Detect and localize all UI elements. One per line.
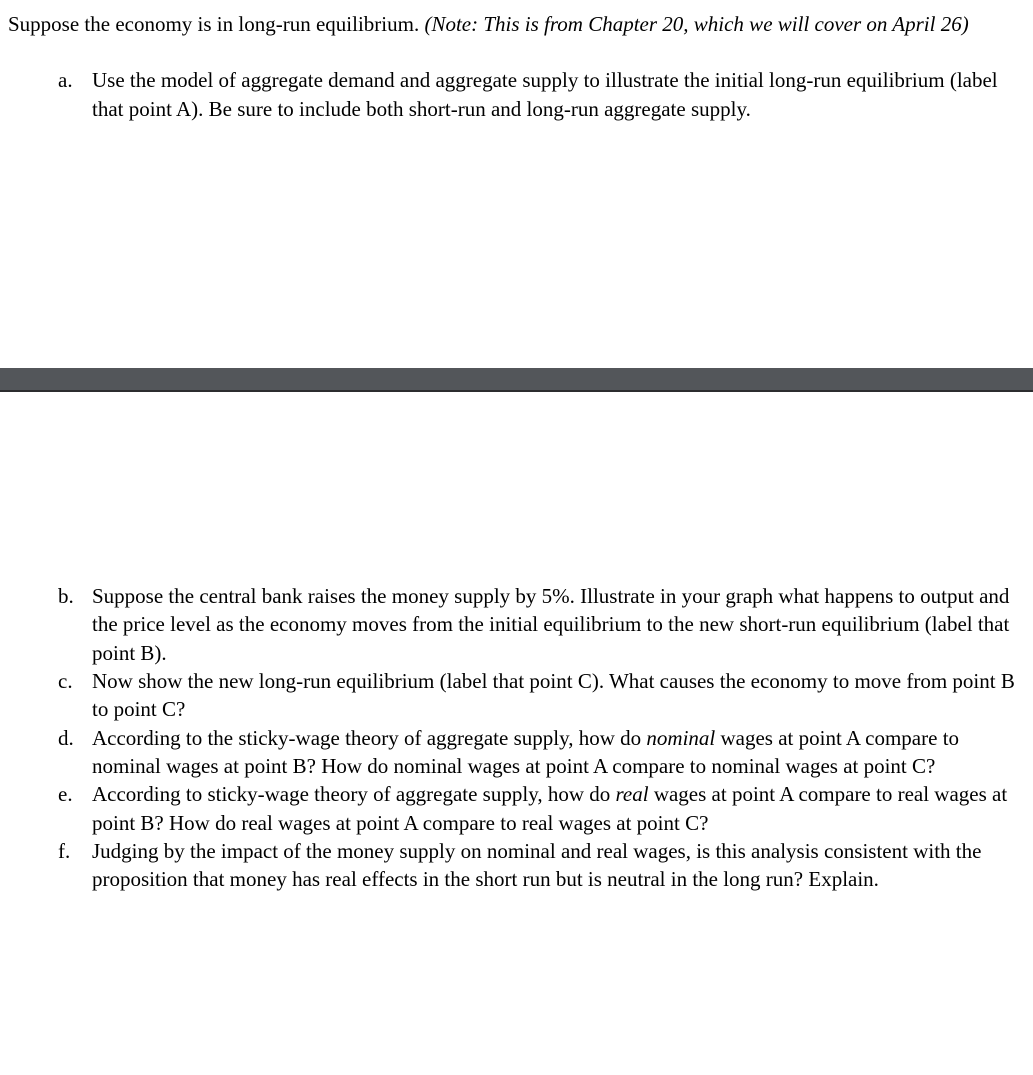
intro-paragraph: Suppose the economy is in long-run equil… [8, 10, 1025, 38]
item-a-text: Use the model of aggregate demand and ag… [92, 66, 1025, 123]
item-e-pre: According to sticky-wage theory of aggre… [92, 782, 616, 806]
horizontal-divider-bar [0, 368, 1033, 392]
item-e: e. According to sticky-wage theory of ag… [58, 780, 1025, 837]
item-b: b. Suppose the central bank raises the m… [58, 582, 1025, 667]
item-d-text: According to the sticky-wage theory of a… [92, 724, 1025, 781]
item-f-marker: f. [58, 837, 92, 894]
item-e-text: According to sticky-wage theory of aggre… [92, 780, 1025, 837]
item-c-text: Now show the new long-run equilibrium (l… [92, 667, 1025, 724]
top-section: Suppose the economy is in long-run equil… [0, 0, 1033, 133]
item-d: d. According to the sticky-wage theory o… [58, 724, 1025, 781]
spacer-before-divider [0, 133, 1033, 368]
item-c-marker: c. [58, 667, 92, 724]
item-f: f. Judging by the impact of the money su… [58, 837, 1025, 894]
item-d-italic: nominal [646, 726, 715, 750]
intro-plain: Suppose the economy is in long-run equil… [8, 12, 424, 36]
item-a-marker: a. [58, 66, 92, 123]
list-upper: a. Use the model of aggregate demand and… [8, 66, 1025, 123]
item-b-text: Suppose the central bank raises the mone… [92, 582, 1025, 667]
item-b-marker: b. [58, 582, 92, 667]
item-a: a. Use the model of aggregate demand and… [58, 66, 1025, 123]
list-lower: b. Suppose the central bank raises the m… [8, 582, 1025, 894]
bottom-section: b. Suppose the central bank raises the m… [0, 572, 1033, 904]
item-c: c. Now show the new long-run equilibrium… [58, 667, 1025, 724]
intro-italic: (Note: This is from Chapter 20, which we… [424, 12, 968, 36]
item-e-marker: e. [58, 780, 92, 837]
spacer-after-divider [0, 392, 1033, 572]
item-d-marker: d. [58, 724, 92, 781]
item-d-pre: According to the sticky-wage theory of a… [92, 726, 646, 750]
item-f-text: Judging by the impact of the money suppl… [92, 837, 1025, 894]
item-e-italic: real [616, 782, 649, 806]
